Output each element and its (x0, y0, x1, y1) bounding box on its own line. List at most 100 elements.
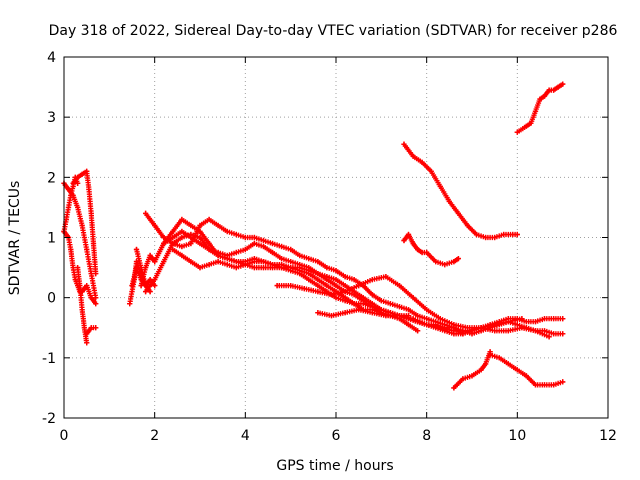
data-point (251, 265, 257, 271)
data-point (342, 298, 348, 304)
data-point (188, 234, 194, 241)
x-axis-label: GPS time / hours (276, 458, 393, 474)
data-point (324, 283, 330, 289)
data-point (324, 277, 330, 283)
data-point (464, 222, 471, 229)
data-point (473, 231, 480, 238)
data-point (260, 265, 267, 271)
data-point (242, 234, 248, 241)
data-point (478, 367, 484, 373)
data-point (161, 240, 167, 247)
data-point (301, 286, 307, 292)
data-point (464, 328, 471, 334)
data-point (206, 216, 212, 223)
data-point (560, 316, 566, 322)
data-point (90, 240, 97, 247)
data-point (342, 274, 348, 280)
data-point (333, 277, 339, 283)
data-point (170, 246, 176, 253)
data-point (410, 295, 416, 301)
data-point (437, 316, 443, 322)
data-point (152, 283, 158, 289)
data-point (138, 265, 144, 271)
series-arc-7 (84, 325, 99, 337)
data-point (306, 256, 312, 262)
data-point (315, 289, 321, 295)
data-point (324, 265, 330, 271)
data-point (68, 192, 74, 198)
data-point (170, 240, 176, 247)
data-point (369, 277, 375, 283)
data-point (215, 222, 221, 229)
data-point (152, 277, 158, 283)
data-point (369, 310, 375, 316)
series-arc-23 (514, 81, 566, 135)
x-tick-label: 2 (150, 428, 159, 444)
data-point (315, 283, 321, 289)
series-arc-19 (401, 141, 520, 241)
data-point (269, 262, 276, 268)
data-point (233, 259, 239, 265)
data-point (251, 234, 257, 241)
data-point (197, 240, 203, 247)
data-point (501, 231, 507, 238)
data-point (79, 171, 85, 177)
data-point (424, 316, 430, 322)
x-tick-label: 0 (60, 428, 69, 444)
data-point (224, 228, 230, 235)
x-tick-label: 10 (508, 428, 526, 444)
data-point (147, 252, 153, 259)
data-point (505, 328, 511, 334)
data-point (133, 246, 140, 253)
data-point (179, 216, 185, 223)
data-point (519, 325, 525, 331)
data-point (279, 265, 285, 271)
data-point (342, 283, 348, 289)
data-point (224, 256, 230, 262)
data-point (143, 265, 149, 271)
data-point (410, 316, 416, 322)
data-point (224, 262, 230, 268)
data-point (415, 328, 421, 334)
data-point (315, 259, 321, 265)
data-point (279, 256, 285, 262)
data-point (88, 210, 94, 216)
data-point (152, 222, 158, 229)
data-point (260, 243, 267, 250)
data-point (79, 307, 85, 313)
series-arc-9 (129, 265, 149, 289)
data-point (179, 228, 185, 235)
data-point (315, 271, 321, 277)
data-point (288, 268, 294, 274)
data-point (523, 123, 529, 129)
data-point (396, 304, 403, 310)
data-point (356, 283, 362, 289)
data-point (288, 246, 294, 253)
data-point (551, 87, 557, 93)
data-point (88, 295, 94, 301)
data-point (333, 268, 339, 274)
data-point (369, 292, 375, 298)
data-point (460, 376, 466, 382)
data-point (197, 222, 203, 229)
data-point (415, 313, 421, 319)
data-point (560, 81, 566, 87)
data-point (133, 259, 140, 265)
data-point (188, 222, 194, 229)
y-tick-label: 2 (47, 170, 56, 186)
data-point (356, 307, 362, 313)
x-tick-label: 6 (332, 428, 341, 444)
data-point (297, 252, 303, 259)
data-point (129, 283, 135, 289)
data-point (419, 159, 425, 165)
data-point (306, 271, 312, 277)
data-point (351, 301, 357, 307)
data-point (405, 307, 412, 313)
data-point (378, 298, 384, 304)
data-point (496, 355, 502, 361)
data-point (279, 243, 285, 250)
y-tick-label: -1 (42, 351, 56, 367)
data-point (532, 328, 539, 334)
data-point (523, 319, 529, 325)
y-tick-label: 4 (47, 50, 56, 66)
